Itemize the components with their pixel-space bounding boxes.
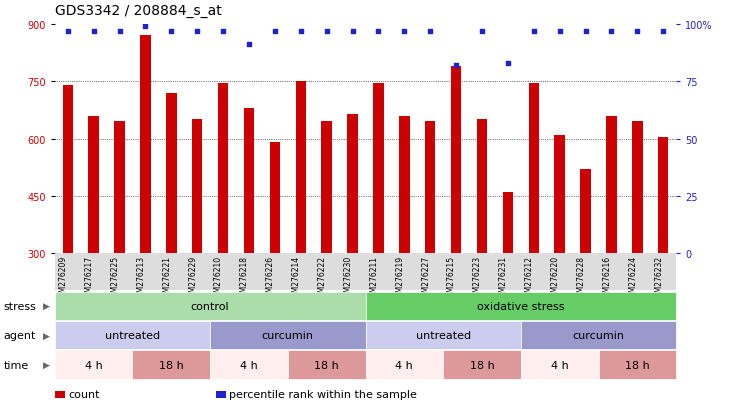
- Bar: [425, 122, 436, 254]
- Text: GSM276215: GSM276215: [447, 255, 456, 301]
- Bar: [63, 86, 73, 254]
- Text: GSM276228: GSM276228: [577, 255, 586, 301]
- Text: GSM276211: GSM276211: [369, 255, 379, 301]
- Point: [295, 28, 306, 35]
- Text: curcumin: curcumin: [572, 330, 624, 340]
- Text: GSM276216: GSM276216: [602, 255, 611, 301]
- Bar: [632, 122, 643, 254]
- Text: GSM276223: GSM276223: [473, 255, 482, 301]
- Text: GSM276221: GSM276221: [162, 255, 171, 301]
- Text: GSM276219: GSM276219: [395, 255, 404, 301]
- Text: GSM276220: GSM276220: [550, 255, 560, 301]
- Text: percentile rank within the sample: percentile rank within the sample: [229, 389, 417, 399]
- Bar: [322, 122, 332, 254]
- Bar: [580, 170, 591, 254]
- Text: stress: stress: [4, 301, 37, 311]
- Bar: [347, 114, 357, 254]
- Text: GSM276210: GSM276210: [214, 255, 223, 301]
- Text: ▶: ▶: [42, 331, 50, 340]
- Text: GSM276218: GSM276218: [240, 255, 249, 301]
- Text: 4 h: 4 h: [240, 360, 258, 370]
- Point: [165, 28, 177, 35]
- Point: [269, 28, 281, 35]
- Bar: [606, 116, 617, 254]
- Text: untreated: untreated: [416, 330, 471, 340]
- Text: GSM276213: GSM276213: [137, 255, 145, 301]
- Bar: [192, 120, 202, 254]
- Text: GSM276226: GSM276226: [266, 255, 275, 301]
- Bar: [399, 116, 409, 254]
- Bar: [451, 67, 461, 254]
- Text: GSM276214: GSM276214: [292, 255, 300, 301]
- Text: GSM276227: GSM276227: [421, 255, 431, 301]
- Point: [140, 24, 151, 31]
- Point: [217, 28, 229, 35]
- Text: time: time: [4, 360, 29, 370]
- Bar: [244, 109, 254, 254]
- Point: [605, 28, 617, 35]
- Point: [114, 28, 126, 35]
- Point: [243, 42, 255, 49]
- Text: curcumin: curcumin: [262, 330, 314, 340]
- Text: 4 h: 4 h: [395, 360, 413, 370]
- Point: [346, 28, 358, 35]
- Text: count: count: [68, 389, 99, 399]
- Point: [632, 28, 643, 35]
- Text: agent: agent: [4, 330, 36, 340]
- Text: GSM276209: GSM276209: [58, 255, 68, 301]
- Text: GSM276229: GSM276229: [188, 255, 197, 301]
- Point: [62, 28, 74, 35]
- Bar: [218, 84, 228, 254]
- Text: 4 h: 4 h: [550, 360, 569, 370]
- Point: [398, 28, 410, 35]
- Text: GSM276222: GSM276222: [318, 255, 327, 301]
- Text: GDS3342 / 208884_s_at: GDS3342 / 208884_s_at: [55, 4, 221, 18]
- Point: [192, 28, 203, 35]
- Bar: [477, 120, 487, 254]
- Text: 18 h: 18 h: [314, 360, 339, 370]
- Point: [425, 28, 436, 35]
- Text: control: control: [191, 301, 230, 311]
- Bar: [555, 135, 565, 254]
- Text: GSM276230: GSM276230: [344, 255, 352, 301]
- Text: GSM276232: GSM276232: [654, 255, 663, 301]
- Point: [88, 28, 99, 35]
- Bar: [503, 192, 513, 254]
- Text: 18 h: 18 h: [469, 360, 494, 370]
- Point: [580, 28, 591, 35]
- Bar: [166, 93, 176, 254]
- Point: [657, 28, 669, 35]
- Text: GSM276212: GSM276212: [525, 255, 534, 301]
- Bar: [658, 137, 668, 254]
- Bar: [114, 122, 125, 254]
- Text: ▶: ▶: [42, 360, 50, 369]
- Text: GSM276217: GSM276217: [85, 255, 94, 301]
- Text: 18 h: 18 h: [159, 360, 183, 370]
- Point: [554, 28, 566, 35]
- Text: GSM276231: GSM276231: [499, 255, 508, 301]
- Text: 4 h: 4 h: [85, 360, 102, 370]
- Point: [476, 28, 488, 35]
- Point: [528, 28, 539, 35]
- Bar: [374, 84, 384, 254]
- Text: untreated: untreated: [105, 330, 160, 340]
- Text: ▶: ▶: [42, 301, 50, 311]
- Point: [502, 60, 514, 67]
- Text: oxidative stress: oxidative stress: [477, 301, 564, 311]
- Bar: [140, 36, 151, 254]
- Point: [373, 28, 385, 35]
- Text: GSM276224: GSM276224: [629, 255, 637, 301]
- Bar: [295, 82, 306, 254]
- Point: [321, 28, 333, 35]
- Text: GSM276225: GSM276225: [110, 255, 120, 301]
- Point: [450, 63, 462, 69]
- Bar: [529, 84, 539, 254]
- Bar: [270, 143, 280, 254]
- Bar: [88, 116, 99, 254]
- Text: 18 h: 18 h: [625, 360, 650, 370]
